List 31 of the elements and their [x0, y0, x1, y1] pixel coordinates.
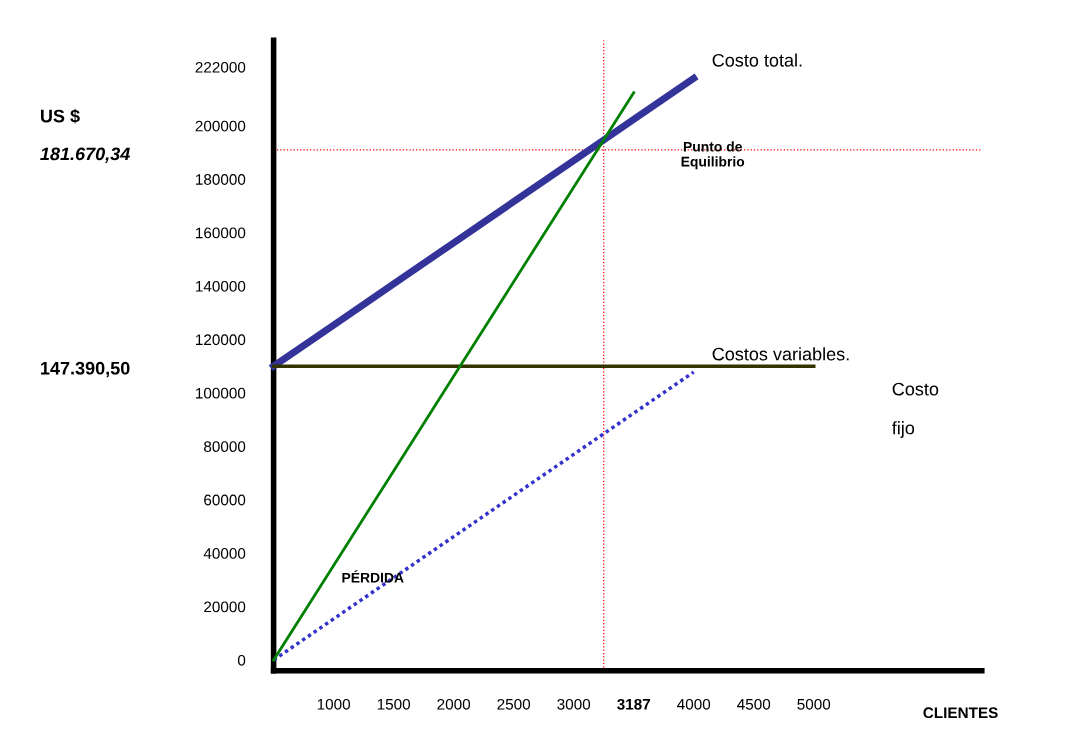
text: Costo fijo — [892, 382, 939, 438]
text: 147.390,50 — [41, 361, 130, 378]
y-tick-label: 20000 — [204, 601, 246, 613]
y-tick-label: 0 — [237, 654, 246, 666]
x-tick-label: 3000 — [557, 698, 591, 710]
y-tick-label: 140000 — [196, 280, 246, 292]
y-tick-label: 200000 — [195, 120, 246, 132]
y-tick-label: 40000 — [203, 548, 246, 559]
x-tick-label: 3187 — [617, 698, 651, 710]
x-tick-label: 4000 — [677, 698, 711, 710]
y-tick-label: 180000 — [196, 174, 246, 185]
line-series — [272, 91, 636, 662]
x-tick-label: 5000 — [797, 698, 831, 710]
annotation: Punto de Equilibrio — [681, 141, 745, 170]
x-tick-label: 1000 — [317, 698, 351, 710]
text: CLIENTES — [923, 707, 998, 719]
x-tick-label: 2500 — [497, 698, 531, 710]
text: 181.670,34 — [40, 147, 130, 163]
y-tick-label: 160000 — [196, 227, 246, 239]
y-tick-label: 100000 — [196, 387, 246, 399]
annotation: PÉRDIDA — [342, 570, 404, 583]
series-label: Costo total. — [712, 53, 802, 67]
x-tick-label: 2000 — [437, 698, 471, 710]
y-tick-label: 60000 — [204, 494, 246, 506]
series-label: Costos variables. — [712, 347, 849, 361]
y-tick-label: 120000 — [196, 334, 246, 346]
x-tick-label: 4500 — [737, 698, 771, 710]
y-tick-label: 222000 — [195, 61, 246, 73]
y-tick-label: 80000 — [204, 441, 246, 453]
x-tick-label: 1500 — [377, 698, 411, 710]
text: US $ — [41, 108, 80, 124]
